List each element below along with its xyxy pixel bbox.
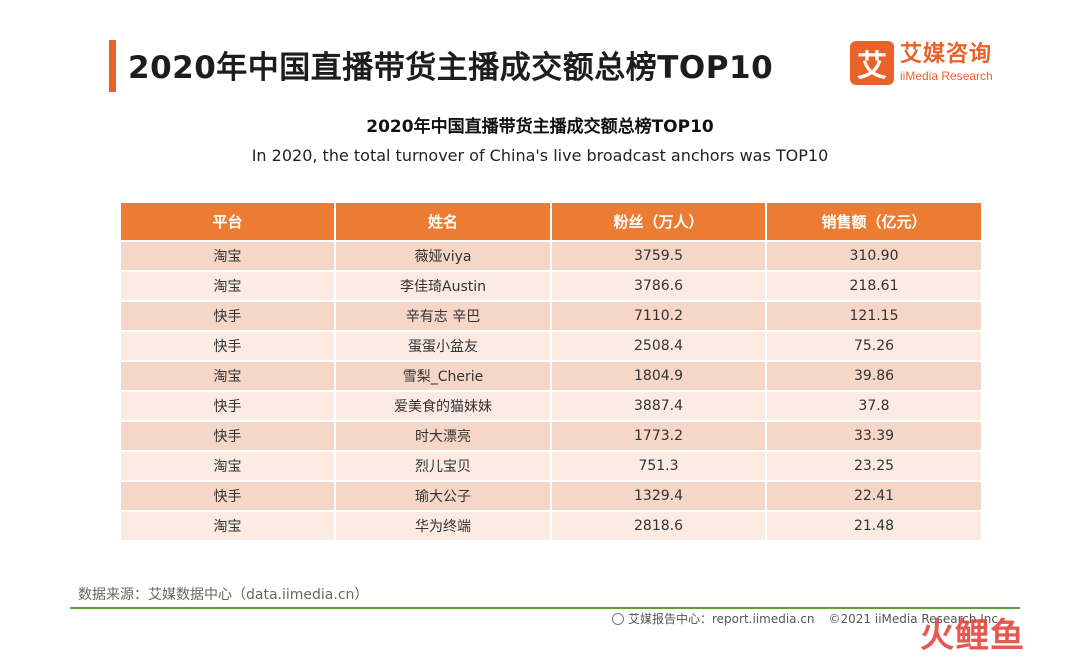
footer-divider	[70, 607, 1020, 609]
globe-icon	[612, 612, 624, 625]
iimedia-logo: 艾 艾媒咨询 iiMedia Research	[850, 41, 993, 85]
cell-name: 华为终端	[335, 510, 552, 540]
ranking-table: 平台 姓名 粉丝（万人） 销售额（亿元） 淘宝 薇娅viya 3759.5 31…	[121, 203, 981, 540]
table-row: 淘宝 烈儿宝贝 751.3 23.25	[121, 450, 981, 481]
footer-copyright: ©2021 iiMedia Research Inc	[828, 611, 999, 626]
table-row: 快手 蛋蛋小盆友 2508.4 75.26	[121, 330, 981, 361]
cell-platform: 快手	[121, 300, 336, 331]
cell-name: 蛋蛋小盆友	[335, 330, 552, 361]
cell-sales: 310.90	[766, 240, 981, 271]
logo-text: 艾媒咨询 iiMedia Research	[900, 42, 993, 83]
cell-sales: 33.39	[766, 420, 981, 451]
page-title: 2020年中国直播带货主播成交额总榜TOP10	[128, 50, 774, 86]
cell-name: 李佳琦Austin	[335, 270, 552, 301]
cell-platform: 快手	[121, 330, 336, 361]
cell-sales: 22.41	[766, 480, 981, 511]
cell-fans: 2818.6	[551, 510, 767, 540]
cell-sales: 23.25	[766, 450, 981, 481]
cell-name: 薇娅viya	[335, 240, 552, 271]
cell-name: 辛有志 辛巴	[335, 300, 552, 331]
logo-name-en: iiMedia Research	[900, 69, 993, 83]
cell-fans: 3887.4	[551, 390, 767, 421]
cell-platform: 快手	[121, 420, 336, 451]
table-title: 2020年中国直播带货主播成交额总榜TOP10	[366, 117, 714, 137]
cell-name: 雪梨_Cherie	[335, 360, 552, 391]
data-source-note: 数据来源：艾媒数据中心（data.iimedia.cn）	[78, 587, 369, 603]
cell-name: 烈儿宝贝	[335, 450, 552, 481]
cell-sales: 21.48	[766, 510, 981, 540]
cell-fans: 2508.4	[551, 330, 767, 361]
cell-platform: 淘宝	[121, 240, 336, 271]
cell-fans: 751.3	[551, 450, 767, 481]
cell-platform: 快手	[121, 480, 336, 511]
cell-platform: 淘宝	[121, 360, 336, 391]
footer-report-center: 艾媒报告中心：report.iimedia.cn	[628, 612, 815, 626]
table-header-row: 平台 姓名 粉丝（万人） 销售额（亿元）	[121, 203, 981, 241]
cell-fans: 1329.4	[551, 480, 767, 511]
footer: 艾媒报告中心：report.iimedia.cn ©2021 iiMedia R…	[612, 610, 998, 627]
cell-name: 时大漂亮	[335, 420, 552, 451]
column-header-name: 姓名	[335, 203, 552, 241]
cell-name: 瑜大公子	[335, 480, 552, 511]
cell-sales: 218.61	[766, 270, 981, 301]
table-row: 淘宝 薇娅viya 3759.5 310.90	[121, 240, 981, 271]
table-row: 快手 辛有志 辛巴 7110.2 121.15	[121, 300, 981, 331]
cell-platform: 淘宝	[121, 450, 336, 481]
column-header-sales: 销售额（亿元）	[766, 203, 981, 241]
table-row: 淘宝 李佳琦Austin 3786.6 218.61	[121, 270, 981, 301]
table-row: 快手 爱美食的猫妹妹 3887.4 37.8	[121, 390, 981, 421]
table-row: 快手 时大漂亮 1773.2 33.39	[121, 420, 981, 451]
cell-sales: 39.86	[766, 360, 981, 391]
cell-fans: 1804.9	[551, 360, 767, 391]
watermark-logo: 火鲤鱼	[920, 616, 1025, 656]
column-header-platform: 平台	[121, 203, 336, 241]
column-header-fans: 粉丝（万人）	[551, 203, 767, 241]
table-subtitle: In 2020, the total turnover of China's l…	[251, 146, 829, 165]
cell-name: 爱美食的猫妹妹	[335, 390, 552, 421]
table-row: 快手 瑜大公子 1329.4 22.41	[121, 480, 981, 511]
cell-sales: 37.8	[766, 390, 981, 421]
cell-platform: 淘宝	[121, 510, 336, 540]
logo-mark-icon: 艾	[850, 41, 894, 85]
cell-sales: 75.26	[766, 330, 981, 361]
cell-fans: 1773.2	[551, 420, 767, 451]
cell-fans: 3786.6	[551, 270, 767, 301]
table-row: 淘宝 雪梨_Cherie 1804.9 39.86	[121, 360, 981, 391]
cell-platform: 快手	[121, 390, 336, 421]
title-accent-bar	[109, 40, 116, 92]
cell-fans: 3759.5	[551, 240, 767, 271]
table-row: 淘宝 华为终端 2818.6 21.48	[121, 510, 981, 540]
cell-fans: 7110.2	[551, 300, 767, 331]
cell-sales: 121.15	[766, 300, 981, 331]
cell-platform: 淘宝	[121, 270, 336, 301]
logo-name-cn: 艾媒咨询	[900, 42, 993, 67]
